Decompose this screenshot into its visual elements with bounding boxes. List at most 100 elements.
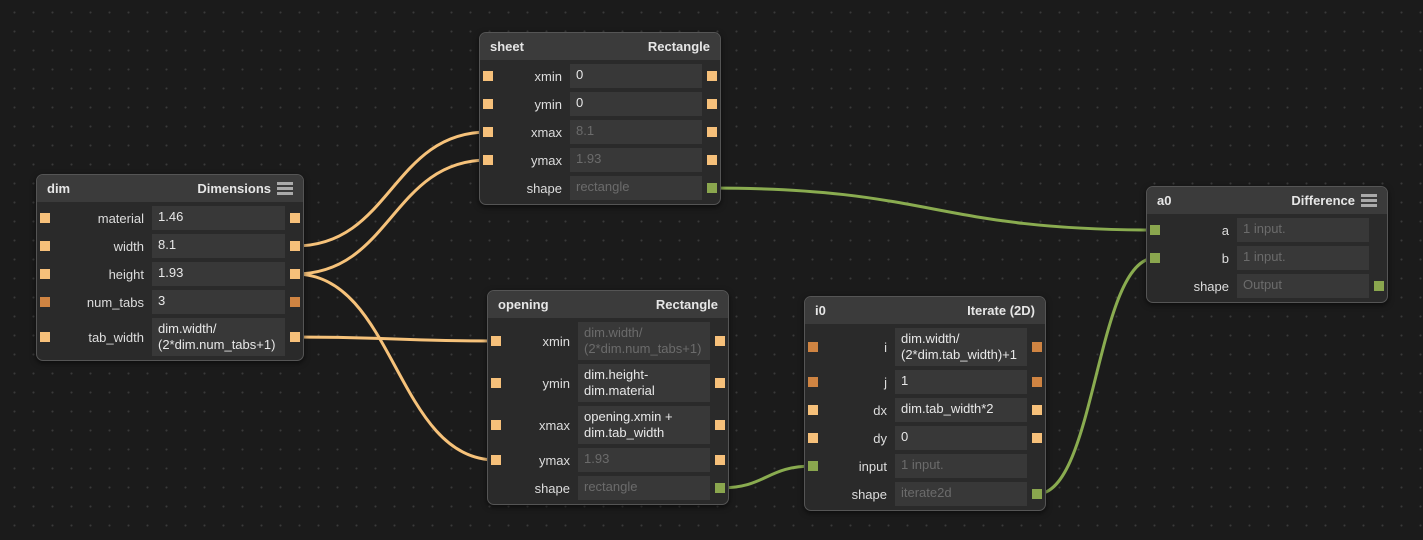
- output-port[interactable]: [290, 332, 300, 342]
- node-type: Iterate (2D): [967, 303, 1035, 318]
- param-value-field[interactable]: 1.93: [578, 448, 710, 472]
- param-value-field[interactable]: dim.height- dim.material: [578, 364, 710, 402]
- param-value-field[interactable]: iterate2d: [895, 482, 1027, 506]
- input-port[interactable]: [40, 332, 50, 342]
- hamburger-menu-icon[interactable]: [1361, 194, 1377, 207]
- wire-dim.height-to-opening.ymax[interactable]: [294, 272, 497, 462]
- input-port[interactable]: [491, 378, 501, 388]
- param-value-field[interactable]: 1: [895, 370, 1027, 394]
- input-port[interactable]: [40, 241, 50, 251]
- param-value-field[interactable]: 1.93: [570, 148, 702, 172]
- output-port[interactable]: [290, 241, 300, 251]
- node-i0[interactable]: i0 Iterate (2D) i dim.width/ (2*dim.tab_wid…: [804, 296, 1046, 511]
- wire-opening.shape-to-i0.input[interactable]: [719, 464, 814, 490]
- row-shape: shape iterate2d: [805, 482, 1045, 506]
- param-value-field[interactable]: 0: [895, 426, 1027, 450]
- row-a: a 1 input.: [1147, 218, 1387, 242]
- input-port[interactable]: [808, 405, 818, 415]
- output-port[interactable]: [1374, 281, 1384, 291]
- input-port[interactable]: [808, 377, 818, 387]
- output-port[interactable]: [715, 455, 725, 465]
- output-port[interactable]: [715, 336, 725, 346]
- param-value-field[interactable]: dim.width/ (2*dim.num_tabs+1): [152, 318, 285, 356]
- input-port[interactable]: [808, 342, 818, 352]
- output-port[interactable]: [707, 183, 717, 193]
- param-label: ymin: [542, 375, 570, 391]
- hamburger-menu-icon[interactable]: [277, 182, 293, 195]
- output-port[interactable]: [1032, 489, 1042, 499]
- wire-dim.tab_width-to-opening.xmin[interactable]: [294, 335, 497, 343]
- param-value-field[interactable]: 1 input.: [1237, 218, 1369, 242]
- output-port[interactable]: [715, 420, 725, 430]
- row-dy: dy 0: [805, 426, 1045, 450]
- node-header[interactable]: opening Rectangle: [488, 291, 728, 318]
- node-header[interactable]: i0 Iterate (2D): [805, 297, 1045, 324]
- node-a0[interactable]: a0 Difference a 1 input. b 1 input. shape Outpu…: [1146, 186, 1388, 303]
- wire-dim.height-to-sheet.ymax[interactable]: [294, 158, 489, 276]
- input-port[interactable]: [491, 336, 501, 346]
- param-value-field[interactable]: dim.tab_width*2: [895, 398, 1027, 422]
- param-value-field[interactable]: 8.1: [570, 120, 702, 144]
- wire-i0.shape-to-a0.b[interactable]: [1036, 256, 1156, 496]
- node-type: Difference: [1291, 193, 1355, 208]
- param-value-field[interactable]: dim.width/ (2*dim.num_tabs+1): [578, 322, 710, 360]
- node-dim[interactable]: dim Dimensions material 1.46 width 8.1 height 1…: [36, 174, 304, 361]
- row-input: input 1 input.: [805, 454, 1045, 478]
- node-header[interactable]: sheet Rectangle: [480, 33, 720, 60]
- param-value-field[interactable]: 3: [152, 290, 285, 314]
- input-port[interactable]: [40, 269, 50, 279]
- param-value-field[interactable]: dim.width/ (2*dim.tab_width)+1: [895, 328, 1027, 366]
- param-value-field[interactable]: 1 input.: [895, 454, 1027, 478]
- input-port[interactable]: [1150, 225, 1160, 235]
- output-port[interactable]: [715, 378, 725, 388]
- param-label: height: [108, 266, 144, 282]
- input-port[interactable]: [40, 297, 50, 307]
- input-port[interactable]: [491, 420, 501, 430]
- param-value-field[interactable]: 1 input.: [1237, 246, 1369, 270]
- input-port[interactable]: [1150, 253, 1160, 263]
- wire-sheet.shape-to-a0.a[interactable]: [711, 186, 1156, 232]
- output-port[interactable]: [707, 71, 717, 81]
- param-value-field[interactable]: 0: [570, 64, 702, 88]
- row-xmax: xmax 8.1: [480, 120, 720, 144]
- param-value-field[interactable]: rectangle: [578, 476, 710, 500]
- output-port[interactable]: [707, 99, 717, 109]
- param-value-field[interactable]: 1.93: [152, 262, 285, 286]
- param-label: xmin: [542, 333, 570, 349]
- param-value-field[interactable]: 1.46: [152, 206, 285, 230]
- input-port[interactable]: [483, 127, 493, 137]
- output-port[interactable]: [1032, 377, 1042, 387]
- input-port[interactable]: [483, 71, 493, 81]
- output-port[interactable]: [1032, 433, 1042, 443]
- input-port[interactable]: [40, 213, 50, 223]
- output-port[interactable]: [715, 483, 725, 493]
- input-port[interactable]: [483, 99, 493, 109]
- input-port[interactable]: [491, 455, 501, 465]
- node-opening[interactable]: opening Rectangle xmin dim.width/ (2*dim.nu…: [487, 290, 729, 505]
- param-label: dy: [873, 430, 887, 446]
- param-value-field[interactable]: opening.xmin + dim.tab_width: [578, 406, 710, 444]
- output-port[interactable]: [290, 269, 300, 279]
- node-sheet[interactable]: sheet Rectangle xmin 0 ymin 0 xmax 8.1 ymax 1.93 s…: [479, 32, 721, 205]
- output-port[interactable]: [1032, 342, 1042, 352]
- node-header[interactable]: dim Dimensions: [37, 175, 303, 202]
- input-port[interactable]: [483, 155, 493, 165]
- input-port[interactable]: [808, 461, 818, 471]
- node-name: sheet: [490, 39, 524, 54]
- output-port[interactable]: [707, 127, 717, 137]
- output-port[interactable]: [707, 155, 717, 165]
- output-port[interactable]: [1032, 405, 1042, 415]
- input-port[interactable]: [808, 433, 818, 443]
- output-port[interactable]: [290, 213, 300, 223]
- param-label: tab_width: [88, 329, 144, 345]
- param-value-field[interactable]: 8.1: [152, 234, 285, 258]
- row-b: b 1 input.: [1147, 246, 1387, 270]
- output-port[interactable]: [290, 297, 300, 307]
- wire-dim.width-to-sheet.xmax[interactable]: [294, 130, 489, 248]
- node-header[interactable]: a0 Difference: [1147, 187, 1387, 214]
- param-label: shape: [851, 486, 887, 502]
- node-type: Dimensions: [197, 181, 271, 196]
- param-value-field[interactable]: Output: [1237, 274, 1369, 298]
- param-value-field[interactable]: 0: [570, 92, 702, 116]
- param-value-field[interactable]: rectangle: [570, 176, 702, 200]
